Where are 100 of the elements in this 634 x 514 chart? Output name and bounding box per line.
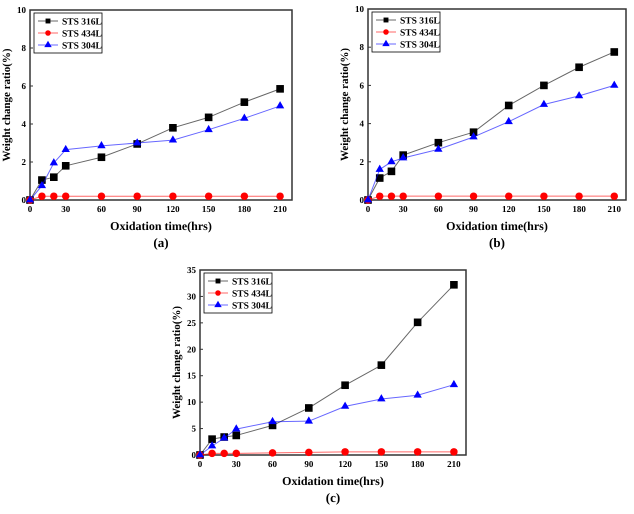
y-tick-label: 30 (187, 291, 196, 302)
legend-label: STS 304L (62, 42, 102, 52)
point (276, 85, 284, 93)
x-tick-label: 120 (166, 204, 180, 214)
y-tick-label: 35 (187, 265, 196, 275)
y-tick-label: 10 (17, 5, 26, 15)
point (98, 153, 106, 162)
point (169, 192, 177, 200)
x-tick-label: 180 (238, 204, 252, 214)
text: (c) (326, 490, 340, 505)
point (204, 192, 212, 200)
point (240, 192, 248, 200)
point (575, 192, 583, 200)
legend-label: STS 316L (232, 278, 272, 288)
text: (a) (153, 235, 169, 250)
x-tick-label: 30 (398, 204, 408, 214)
legend-label: STS 434L (62, 30, 102, 40)
y-tick-label: 5 (192, 424, 196, 434)
y-tick-label: 20 (187, 344, 196, 354)
x-tick-label: 90 (132, 204, 142, 214)
y-tick-label: 8 (360, 42, 364, 52)
point (268, 449, 276, 457)
legend-label: STS 304L (400, 40, 440, 50)
point (268, 416, 277, 424)
point (232, 432, 240, 440)
point (376, 164, 384, 172)
point (434, 192, 442, 200)
x-tick-label: 60 (434, 204, 444, 214)
legend-label: STS 316L (400, 16, 440, 26)
point (388, 192, 396, 200)
y-tick-label: 0 (192, 450, 196, 460)
point (220, 450, 228, 458)
point (50, 173, 58, 182)
point (38, 192, 46, 200)
x-tick-label: 60 (268, 459, 278, 469)
point (340, 402, 350, 409)
point (434, 144, 443, 152)
y-axis-title: Weight change ratio(%) (339, 48, 351, 162)
point (98, 192, 106, 200)
point (208, 435, 216, 443)
point (504, 116, 513, 124)
point (540, 82, 548, 90)
y-tick-label: 15 (187, 370, 196, 381)
point (610, 48, 618, 56)
x-tick-label: 150 (202, 204, 216, 214)
point (341, 381, 349, 390)
point (378, 448, 386, 456)
point (62, 144, 70, 152)
y-tick-label: 2 (360, 156, 364, 167)
y-tick-label: 0 (360, 195, 364, 205)
point (38, 180, 46, 188)
point (305, 448, 313, 456)
point (377, 394, 386, 402)
y-tick-label: 4 (360, 118, 364, 129)
x-tick-label: 120 (338, 459, 352, 469)
point (304, 416, 313, 424)
x-tick-label: 30 (232, 459, 242, 469)
point (204, 114, 212, 122)
point (133, 192, 141, 200)
point (305, 404, 313, 412)
point (575, 63, 583, 72)
point (469, 132, 478, 140)
x-tick-label: 30 (61, 204, 71, 214)
point (240, 113, 249, 121)
x-axis-title: Oxidation time(hrs) (110, 219, 212, 233)
point (208, 450, 216, 458)
point (610, 80, 618, 88)
x-tick-label: 210 (447, 459, 462, 469)
y-tick-label: 8 (22, 43, 26, 53)
point (388, 168, 396, 176)
x-tick-label: 210 (273, 204, 288, 214)
point (50, 192, 58, 200)
point (240, 98, 248, 106)
point (62, 192, 70, 200)
legend-label: STS 304L (232, 302, 272, 312)
text: (b) (489, 235, 505, 250)
point (208, 441, 216, 448)
point (378, 361, 386, 369)
legend-label: STS 434L (232, 290, 272, 300)
x-tick-label: 150 (537, 204, 552, 214)
point (62, 162, 70, 170)
y-axis-title: Weight change ratio(%) (171, 306, 183, 420)
point (434, 138, 442, 147)
legend-label: STS 434L (400, 28, 440, 38)
point (341, 448, 349, 456)
point (470, 192, 478, 200)
x-tick-label: 90 (304, 459, 314, 469)
point (204, 124, 213, 132)
x-tick-label: 180 (572, 204, 586, 214)
point (133, 138, 142, 146)
x-tick-label: 210 (608, 204, 622, 214)
point (376, 192, 384, 200)
point (50, 158, 58, 166)
point (232, 450, 240, 458)
point (376, 174, 384, 182)
point (399, 192, 407, 200)
point (38, 176, 46, 184)
y-tick-label: 4 (22, 119, 26, 129)
y-tick-label: 10 (355, 4, 364, 14)
point (387, 156, 396, 164)
